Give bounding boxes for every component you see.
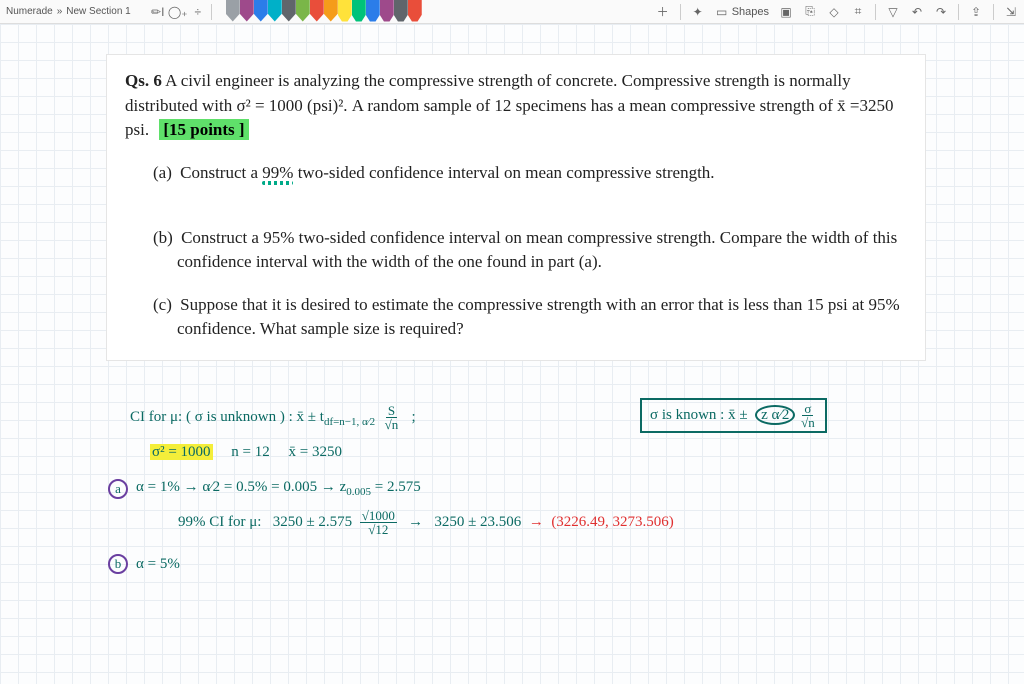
question-part-a: (a) Construct a 99% two-sided confidence… xyxy=(153,161,907,186)
separator xyxy=(211,4,212,20)
add-icon[interactable]: ＋ xyxy=(656,5,670,19)
hand-text: CI for μ: ( σ is unknown ) : x̄ ± t xyxy=(130,409,324,425)
wand-icon[interactable]: ✦ xyxy=(691,5,705,19)
part-label: (c) xyxy=(153,295,172,314)
hand-text: α = 1% → α⁄2 = 0.5% = 0.005 → z xyxy=(136,479,346,495)
highlighter-color[interactable] xyxy=(408,0,422,22)
part-text: Suppose that it is desired to estimate t… xyxy=(177,295,900,339)
breadcrumb[interactable]: Numerade » New Section 1 xyxy=(6,6,131,17)
hand-sigma2: σ² = 1000 xyxy=(150,444,213,460)
redo-icon[interactable]: ↷ xyxy=(934,5,948,19)
arrow: → xyxy=(529,514,544,530)
hand-text: 99% CI for μ: xyxy=(178,514,261,530)
separator xyxy=(993,4,994,20)
highlighter-color[interactable] xyxy=(338,0,352,22)
fraction: √1000√12 xyxy=(360,509,397,536)
collapse-icon[interactable]: ⇲ xyxy=(1004,5,1018,19)
part-text: Construct a 95% two-sided confidence int… xyxy=(177,228,897,272)
eraser-icon[interactable]: ◇ xyxy=(827,5,841,19)
hand-text: α = 5% xyxy=(136,556,180,573)
arrow: → xyxy=(408,514,423,530)
pen-palette xyxy=(226,2,422,22)
part-b-marker: b xyxy=(108,554,128,574)
hand-ci-line: 99% CI for μ: 3250 ± 2.575 √1000√12 → 32… xyxy=(178,509,674,536)
pen-color[interactable] xyxy=(282,0,296,22)
fraction: σ√n xyxy=(799,402,817,429)
separator xyxy=(680,4,681,20)
pen-color[interactable] xyxy=(226,0,240,22)
hand-n: n = 12 xyxy=(231,444,269,460)
hand-text: = 2.575 xyxy=(371,479,421,495)
hand-text: σ is known : x̄ ± xyxy=(650,407,748,423)
fraction: S√n xyxy=(383,404,401,431)
points-badge: [15 points ] xyxy=(159,119,248,140)
hand-formula-unknown: CI for μ: ( σ is unknown ) : x̄ ± tdf=n−… xyxy=(130,404,416,431)
breadcrumb-section[interactable]: New Section 1 xyxy=(66,6,130,17)
canvas[interactable]: Qs. 6 A civil engineer is analyzing the … xyxy=(0,24,1024,684)
text-tool-icon[interactable]: ✏I xyxy=(151,5,165,19)
bookmark-icon[interactable]: ▽ xyxy=(886,5,900,19)
part-a-marker: a xyxy=(108,479,128,499)
pen-color[interactable] xyxy=(310,0,324,22)
undo-icon[interactable]: ↶ xyxy=(910,5,924,19)
pen-color[interactable] xyxy=(240,0,254,22)
shapes-label: Shapes xyxy=(732,6,769,18)
part-label: (b) xyxy=(153,228,173,247)
question-part-c: (c) Suppose that it is desired to estima… xyxy=(153,293,907,342)
highlighter-color[interactable] xyxy=(352,0,366,22)
divide-tool-icon[interactable]: ÷ xyxy=(191,5,205,19)
hand-sub: 0.005 xyxy=(346,486,371,498)
share-icon[interactable]: ⇪ xyxy=(969,5,983,19)
pen-color[interactable] xyxy=(296,0,310,22)
highlighter-color[interactable] xyxy=(366,0,380,22)
hand-text: 3250 ± 2.575 xyxy=(273,514,352,530)
circled-z: z α⁄2 xyxy=(755,405,795,425)
toolbar-right: ＋ ✦ ▭ Shapes ▣ ⎘ ◇ ⌗ ▽ ↶ ↷ ⇪ ⇲ xyxy=(656,4,1018,20)
image-icon[interactable]: ▣ xyxy=(779,5,793,19)
question-number: Qs. 6 xyxy=(125,71,162,90)
highlighter-color[interactable] xyxy=(394,0,408,22)
hand-formula-known: σ is known : x̄ ± z α⁄2 σ√n xyxy=(640,398,827,433)
shapes-icon: ▭ xyxy=(715,5,729,19)
pen-color[interactable] xyxy=(324,0,338,22)
boxed-formula: σ is known : x̄ ± z α⁄2 σ√n xyxy=(640,398,827,433)
part-text: two-sided confidence interval on mean co… xyxy=(293,163,714,182)
question-part-b: (b) Construct a 95% two-sided confidence… xyxy=(153,226,907,275)
hand-result: (3226.49, 3273.506) xyxy=(551,514,674,530)
pen-color[interactable] xyxy=(254,0,268,22)
toolbar: Numerade » New Section 1 ✏I ◯₊ ÷ ＋ ✦ xyxy=(0,0,1024,24)
hand-xbar: x̄ = 3250 xyxy=(289,444,342,460)
toolbar-tools: ✏I ◯₊ ÷ xyxy=(151,2,422,22)
separator xyxy=(875,4,876,20)
hand-part-b: b α = 5% xyxy=(108,554,180,574)
part-text: Construct a xyxy=(180,163,262,182)
grid-icon[interactable]: ⌗ xyxy=(851,5,865,19)
part-label: (a) xyxy=(153,163,172,182)
hand-text: 3250 ± 23.506 xyxy=(434,514,521,530)
shapes-button[interactable]: ▭ Shapes xyxy=(715,5,769,19)
hand-givens: σ² = 1000 n = 12 x̄ = 3250 xyxy=(150,444,342,461)
hand-part-a: a α = 1% → α⁄2 = 0.5% = 0.005 → z0.005 =… xyxy=(108,479,421,499)
highlighted-99: 99% xyxy=(262,163,293,182)
lasso-tool-icon[interactable]: ◯₊ xyxy=(171,5,185,19)
separator xyxy=(958,4,959,20)
breadcrumb-app[interactable]: Numerade xyxy=(6,6,53,17)
link-icon[interactable]: ⎘ xyxy=(803,5,817,19)
question-heading: Qs. 6 A civil engineer is analyzing the … xyxy=(125,69,907,143)
highlighter-color[interactable] xyxy=(380,0,394,22)
pen-color[interactable] xyxy=(268,0,282,22)
question-box: Qs. 6 A civil engineer is analyzing the … xyxy=(106,54,926,361)
breadcrumb-sep: » xyxy=(57,6,63,17)
hand-sub: df=n−1, α⁄2 xyxy=(324,416,375,428)
